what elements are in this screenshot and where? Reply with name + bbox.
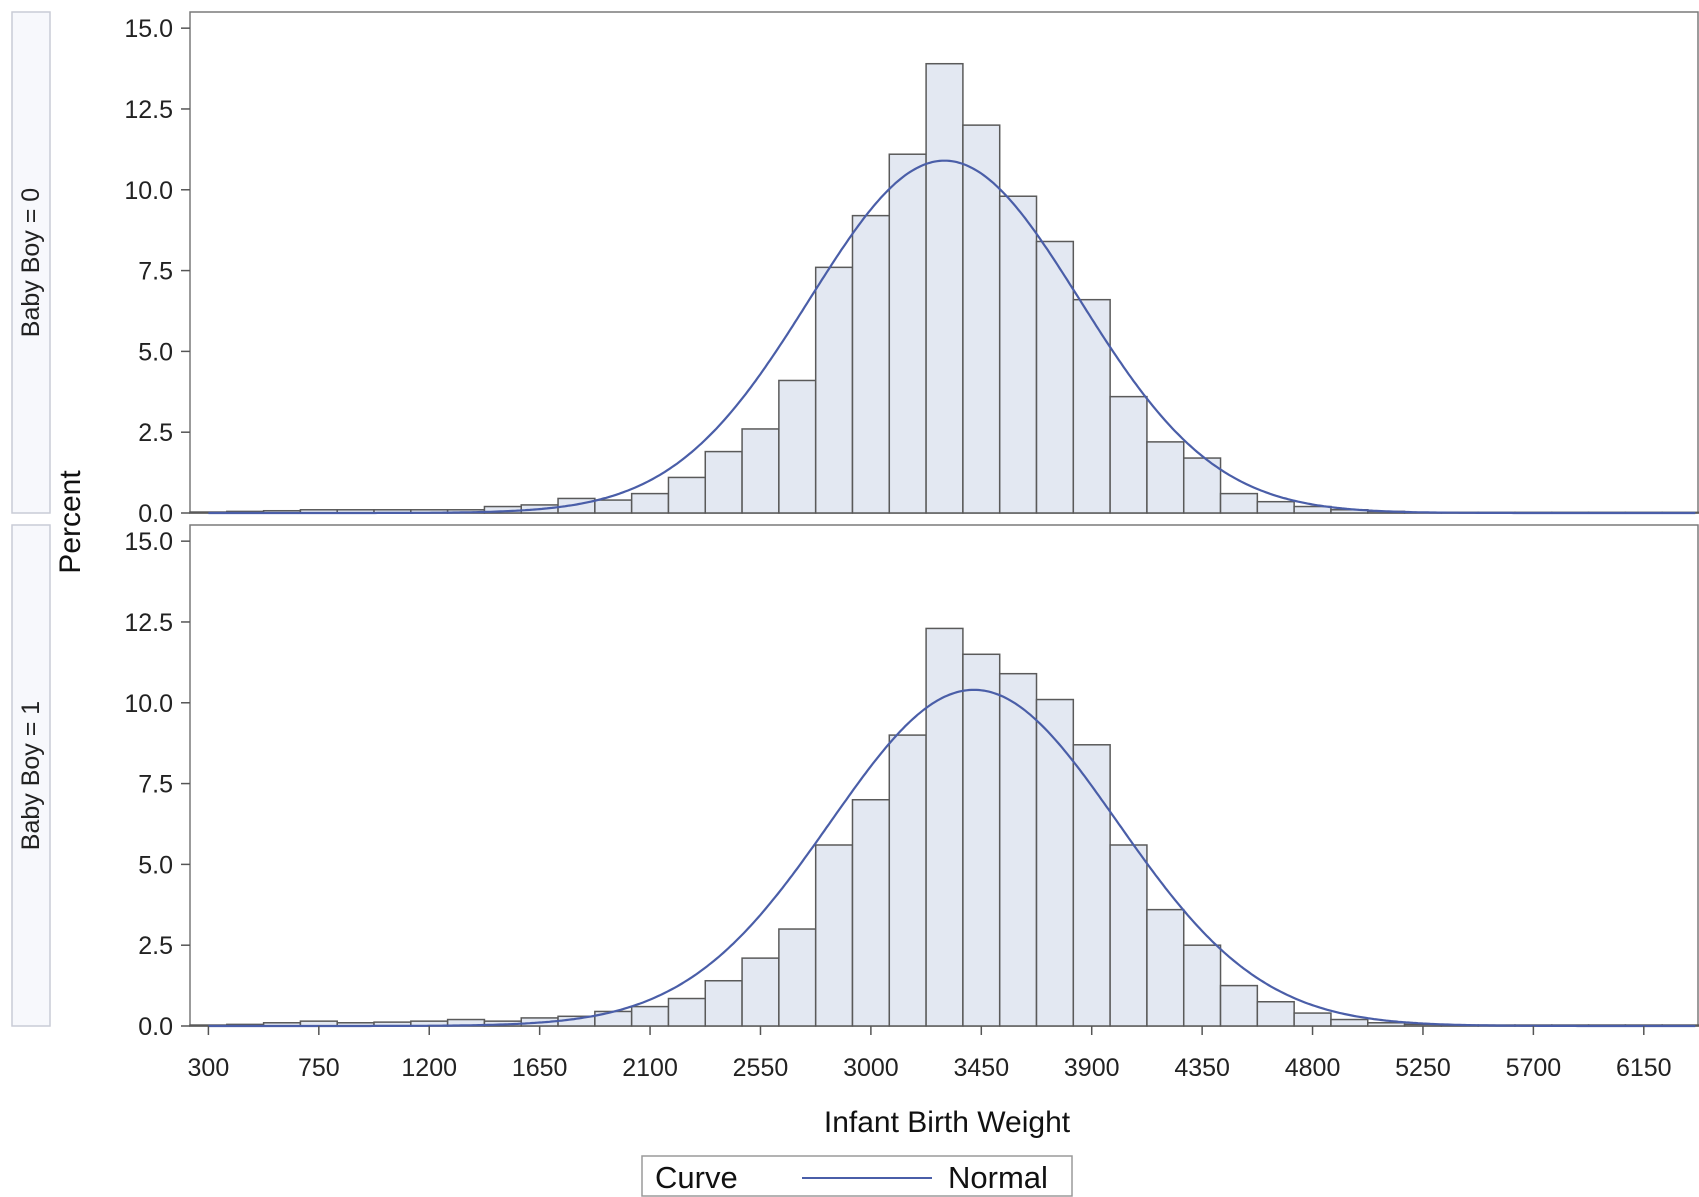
x-tick-label: 6150 — [1616, 1054, 1672, 1082]
y-tick-label: 0.0 — [138, 500, 173, 528]
x-axis-title: Infant Birth Weight — [824, 1106, 1071, 1139]
normal-curve — [208, 688, 1696, 1028]
panel-strip-label: Baby Boy = 1 — [17, 701, 45, 850]
histogram-bar — [778, 379, 817, 514]
x-tick-label: 2100 — [622, 1054, 678, 1082]
histogram-bar — [1035, 240, 1075, 514]
histogram-bar — [1219, 984, 1259, 1027]
histogram-bar — [630, 492, 670, 514]
panels-layer: Baby Boy = 00.02.55.07.510.012.515.0Baby… — [11, 11, 1699, 1041]
panel-0: Baby Boy = 0 0.0 2.5 5.0 7.5 10.0 12.5 15.0 — [11, 11, 1699, 528]
x-tick-label: 1200 — [401, 1054, 457, 1082]
x-tick-label: 3450 — [953, 1054, 1009, 1082]
histogram-bar — [1367, 1022, 1406, 1027]
x-tick-label: 750 — [298, 1054, 340, 1082]
histogram-bar — [1146, 441, 1185, 514]
legend-entry-normal: Normal — [948, 1160, 1048, 1195]
histogram-bar — [998, 672, 1038, 1027]
panel-strip — [11, 11, 51, 514]
histogram-bar — [704, 450, 743, 514]
histogram-bar — [1182, 944, 1222, 1027]
y-tick-label: 5.0 — [138, 338, 173, 366]
histogram-bar — [741, 428, 780, 514]
y-tick-label: 5.0 — [138, 851, 173, 879]
histogram-bar — [1109, 395, 1148, 514]
histogram-bar — [1256, 500, 1295, 514]
x-tick-label: 5700 — [1506, 1054, 1562, 1082]
legend-title: Curve — [655, 1160, 738, 1195]
y-tick-label: 7.5 — [138, 258, 173, 286]
histogram-bar — [814, 266, 854, 514]
histogram-bar — [1035, 698, 1075, 1027]
histogram-bar — [962, 653, 1001, 1027]
y-tick-label: 2.5 — [138, 932, 173, 960]
x-tick-label: 5250 — [1395, 1054, 1451, 1082]
x-tick-label: 3900 — [1064, 1054, 1120, 1082]
histogram-bar — [888, 153, 927, 514]
histogram-bar — [925, 62, 964, 514]
x-tick-label: 3000 — [843, 1054, 899, 1082]
legend-frame — [641, 1155, 1073, 1197]
histogram-bar — [741, 957, 780, 1027]
histogram-bar — [962, 124, 1001, 514]
histogram-bar — [1256, 1001, 1295, 1027]
histogram-bar — [1109, 844, 1148, 1027]
histogram-bar — [778, 928, 817, 1027]
x-tick-label: 1650 — [512, 1054, 568, 1082]
histogram-bar — [667, 997, 707, 1027]
y-axis-title: Percent — [54, 470, 87, 574]
histogram-bar — [888, 734, 927, 1027]
histogram-bar — [851, 798, 891, 1027]
panel-1: Baby Boy = 1 0.0 2.5 5.0 7.5 10.0 12.5 15.0 — [11, 524, 1699, 1041]
histogram-bar — [1146, 908, 1185, 1027]
y-tick-label: 0.0 — [138, 1013, 173, 1041]
histogram-bar — [1182, 457, 1222, 514]
x-tick-label: 4350 — [1174, 1054, 1230, 1082]
x-axis: 300 750 1200 1650 2100 2550 3000 3450 3900 4350 48… — [188, 1026, 1672, 1082]
histogram-bar — [630, 1005, 670, 1027]
histogram-bar — [998, 195, 1038, 514]
y-tick-label: 12.5 — [124, 609, 173, 637]
x-tick-label: 2550 — [733, 1054, 789, 1082]
y-tick-label: 10.0 — [124, 690, 173, 718]
y-tick-label: 2.5 — [138, 419, 173, 447]
legend: Curve Normal — [641, 1155, 1073, 1197]
x-tick-label: 300 — [188, 1054, 230, 1082]
y-tick-label: 10.0 — [124, 177, 173, 205]
y-tick-label: 12.5 — [124, 96, 173, 124]
histogram-bar — [851, 214, 891, 514]
y-tick-label: 15.0 — [124, 528, 173, 556]
y-tick-label: 15.0 — [124, 15, 173, 43]
histogram-bar — [1293, 1012, 1332, 1027]
histogram-bar — [1330, 1018, 1369, 1027]
panel-strip — [11, 524, 51, 1027]
histogram-bar — [814, 844, 854, 1027]
panel-strip-label: Baby Boy = 0 — [17, 188, 45, 337]
normal-curve — [208, 159, 1696, 515]
histogram-bar — [667, 476, 707, 514]
histogram-bar — [925, 627, 964, 1027]
y-tick-label: 7.5 — [138, 771, 173, 799]
x-tick-label: 4800 — [1285, 1054, 1341, 1082]
histogram-bar — [704, 979, 743, 1027]
histogram-bar — [594, 499, 633, 514]
histogram-bar — [1072, 298, 1111, 514]
histogram-bar — [1219, 492, 1259, 514]
